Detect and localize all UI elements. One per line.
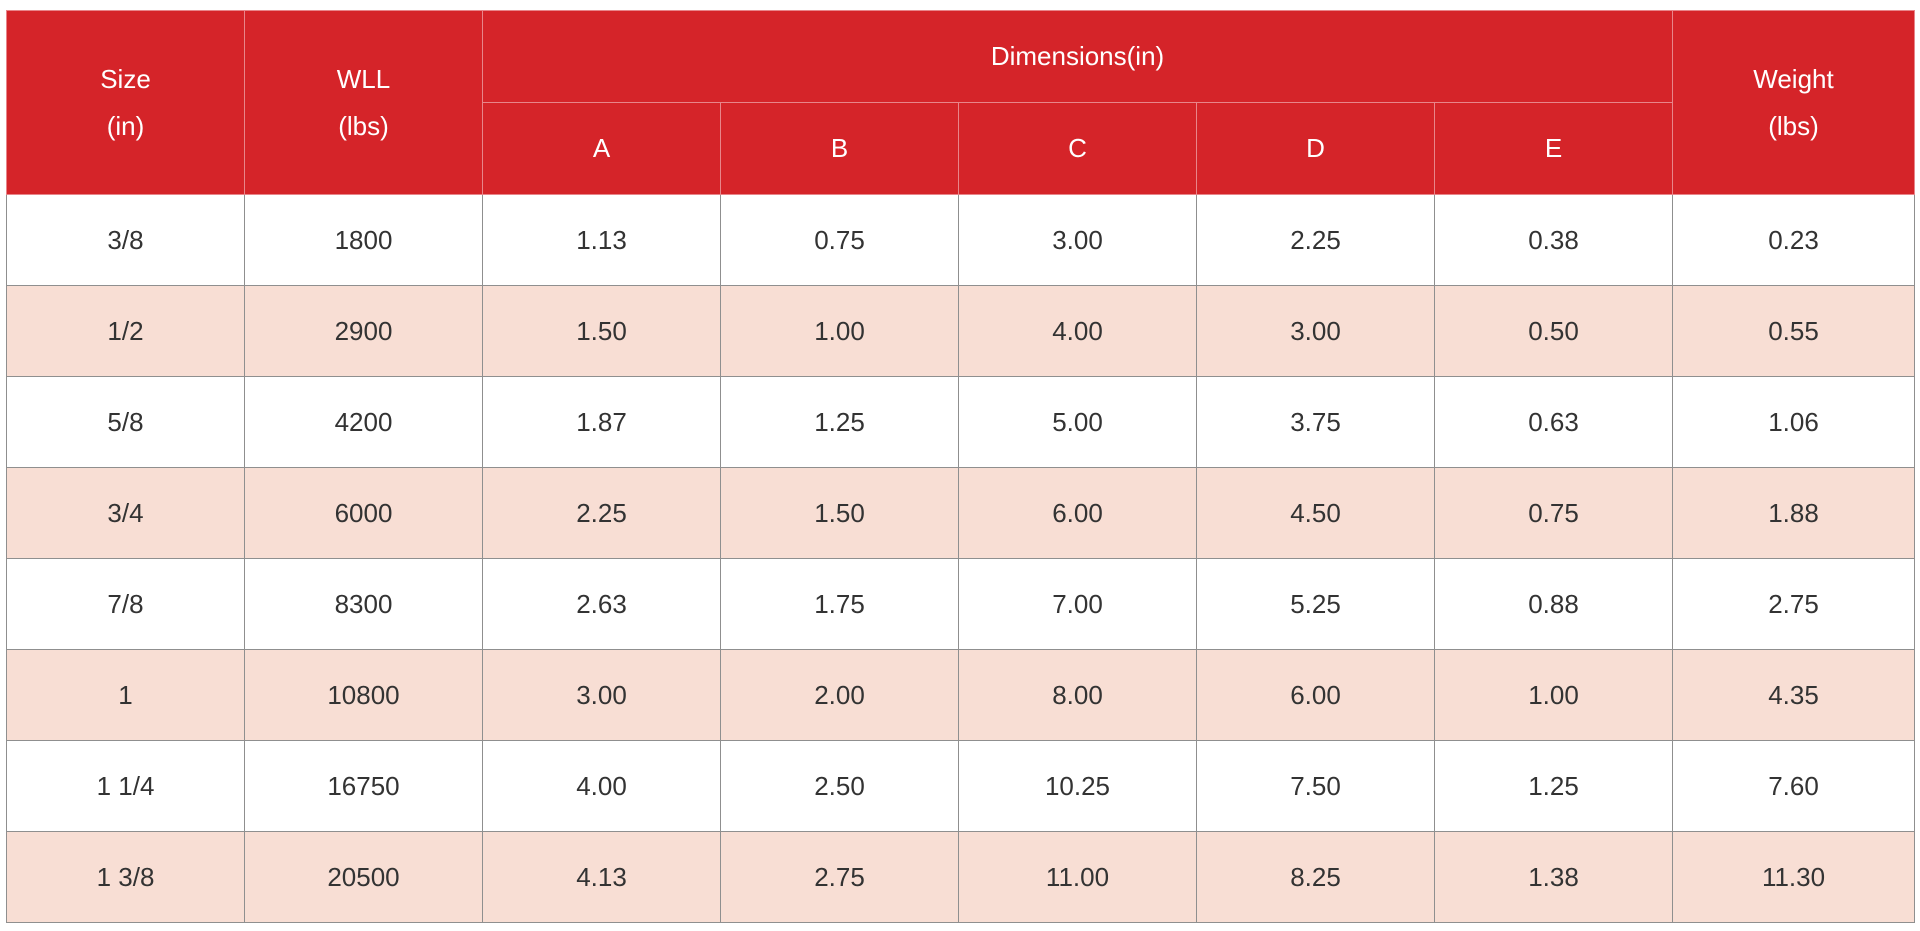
header-weight-label: Weight xyxy=(1753,63,1834,94)
cell-dim-e: 1.00 xyxy=(1433,649,1674,741)
cell-weight: 2.75 xyxy=(1672,558,1916,650)
header-size: Size (in) xyxy=(6,10,245,195)
cell-wll: 20500 xyxy=(244,831,483,923)
header-size-unit: (in) xyxy=(106,110,145,141)
table-row: 3/4 6000 2.25 1.50 6.00 4.50 0.75 1.88 xyxy=(6,467,1916,559)
cell-dim-e: 0.88 xyxy=(1433,558,1674,650)
cell-size: 7/8 xyxy=(6,558,245,650)
cell-wll: 4200 xyxy=(244,376,483,468)
header-dim-d: D xyxy=(1196,102,1435,195)
table-row: 1/2 2900 1.50 1.00 4.00 3.00 0.50 0.55 xyxy=(6,285,1916,377)
table-header: Size (in) WLL (lbs) Dimensions(in) Weigh… xyxy=(6,10,1916,195)
table-row: 7/8 8300 2.63 1.75 7.00 5.25 0.88 2.75 xyxy=(6,558,1916,650)
cell-dim-e: 0.38 xyxy=(1433,194,1674,286)
spec-table: Size (in) WLL (lbs) Dimensions(in) Weigh… xyxy=(6,10,1916,923)
header-dim-e: E xyxy=(1433,102,1674,195)
cell-dim-b: 0.75 xyxy=(720,194,959,286)
cell-weight: 4.35 xyxy=(1672,649,1916,741)
cell-dim-b: 2.50 xyxy=(720,740,959,832)
cell-dim-c: 4.00 xyxy=(958,285,1197,377)
cell-wll: 10800 xyxy=(244,649,483,741)
cell-dim-d: 3.00 xyxy=(1196,285,1435,377)
cell-wll: 2900 xyxy=(244,285,483,377)
cell-weight: 0.23 xyxy=(1672,194,1916,286)
cell-dim-c: 5.00 xyxy=(958,376,1197,468)
cell-size: 1 1/4 xyxy=(6,740,245,832)
table-row: 1 10800 3.00 2.00 8.00 6.00 1.00 4.35 xyxy=(6,649,1916,741)
cell-dim-e: 0.50 xyxy=(1433,285,1674,377)
header-wll-unit: (lbs) xyxy=(338,110,389,141)
cell-dim-c: 11.00 xyxy=(958,831,1197,923)
cell-weight: 7.60 xyxy=(1672,740,1916,832)
cell-dim-a: 2.63 xyxy=(482,558,721,650)
cell-size: 1 3/8 xyxy=(6,831,245,923)
cell-dim-e: 0.63 xyxy=(1433,376,1674,468)
cell-dim-a: 1.87 xyxy=(482,376,721,468)
cell-weight: 1.06 xyxy=(1672,376,1916,468)
header-weight-unit: (lbs) xyxy=(1768,110,1819,141)
cell-dim-b: 1.00 xyxy=(720,285,959,377)
cell-dim-d: 3.75 xyxy=(1196,376,1435,468)
cell-dim-d: 4.50 xyxy=(1196,467,1435,559)
header-wll-label: WLL xyxy=(336,63,391,94)
cell-dim-a: 1.50 xyxy=(482,285,721,377)
header-dim-a: A xyxy=(482,102,721,195)
cell-dim-a: 1.13 xyxy=(482,194,721,286)
cell-dim-a: 4.13 xyxy=(482,831,721,923)
cell-dim-e: 1.25 xyxy=(1433,740,1674,832)
table-row: 1 3/8 20500 4.13 2.75 11.00 8.25 1.38 11.30 xyxy=(6,831,1916,923)
cell-dim-a: 2.25 xyxy=(482,467,721,559)
cell-wll: 8300 xyxy=(244,558,483,650)
header-dim-c: C xyxy=(958,102,1197,195)
header-size-label: Size xyxy=(100,63,151,94)
cell-dim-d: 8.25 xyxy=(1196,831,1435,923)
cell-dim-a: 3.00 xyxy=(482,649,721,741)
cell-dim-b: 1.25 xyxy=(720,376,959,468)
cell-weight: 11.30 xyxy=(1672,831,1916,923)
cell-dim-d: 2.25 xyxy=(1196,194,1435,286)
cell-dim-d: 6.00 xyxy=(1196,649,1435,741)
cell-wll: 16750 xyxy=(244,740,483,832)
cell-size: 5/8 xyxy=(6,376,245,468)
cell-dim-c: 8.00 xyxy=(958,649,1197,741)
cell-size: 1 xyxy=(6,649,245,741)
cell-dim-d: 7.50 xyxy=(1196,740,1435,832)
table-row: 3/8 1800 1.13 0.75 3.00 2.25 0.38 0.23 xyxy=(6,194,1916,286)
table-body: 3/8 1800 1.13 0.75 3.00 2.25 0.38 0.23 1/2 2900 1.… xyxy=(6,194,1916,923)
cell-dim-b: 1.50 xyxy=(720,467,959,559)
cell-dim-e: 1.38 xyxy=(1433,831,1674,923)
cell-dim-c: 6.00 xyxy=(958,467,1197,559)
cell-dim-a: 4.00 xyxy=(482,740,721,832)
cell-size: 3/4 xyxy=(6,467,245,559)
table-row: 1 1/4 16750 4.00 2.50 10.25 7.50 1.25 7.60 xyxy=(6,740,1916,832)
cell-dim-e: 0.75 xyxy=(1433,467,1674,559)
header-dimensions: Dimensions(in) xyxy=(481,10,1674,103)
header-dim-b: B xyxy=(720,102,959,195)
header-wll: WLL (lbs) xyxy=(244,10,483,195)
header-row-top: Size (in) WLL (lbs) Dimensions(in) Weigh… xyxy=(6,10,1916,195)
header-row-dimensions: A B C D E xyxy=(7,102,1915,195)
cell-dim-c: 7.00 xyxy=(958,558,1197,650)
cell-dim-b: 2.75 xyxy=(720,831,959,923)
header-weight: Weight (lbs) xyxy=(1672,10,1916,195)
cell-weight: 0.55 xyxy=(1672,285,1916,377)
cell-dim-b: 1.75 xyxy=(720,558,959,650)
cell-wll: 6000 xyxy=(244,467,483,559)
cell-dim-d: 5.25 xyxy=(1196,558,1435,650)
cell-dim-c: 10.25 xyxy=(958,740,1197,832)
cell-dim-c: 3.00 xyxy=(958,194,1197,286)
cell-wll: 1800 xyxy=(244,194,483,286)
cell-size: 1/2 xyxy=(6,285,245,377)
cell-dim-b: 2.00 xyxy=(720,649,959,741)
table-row: 5/8 4200 1.87 1.25 5.00 3.75 0.63 1.06 xyxy=(6,376,1916,468)
cell-size: 3/8 xyxy=(6,194,245,286)
cell-weight: 1.88 xyxy=(1672,467,1916,559)
